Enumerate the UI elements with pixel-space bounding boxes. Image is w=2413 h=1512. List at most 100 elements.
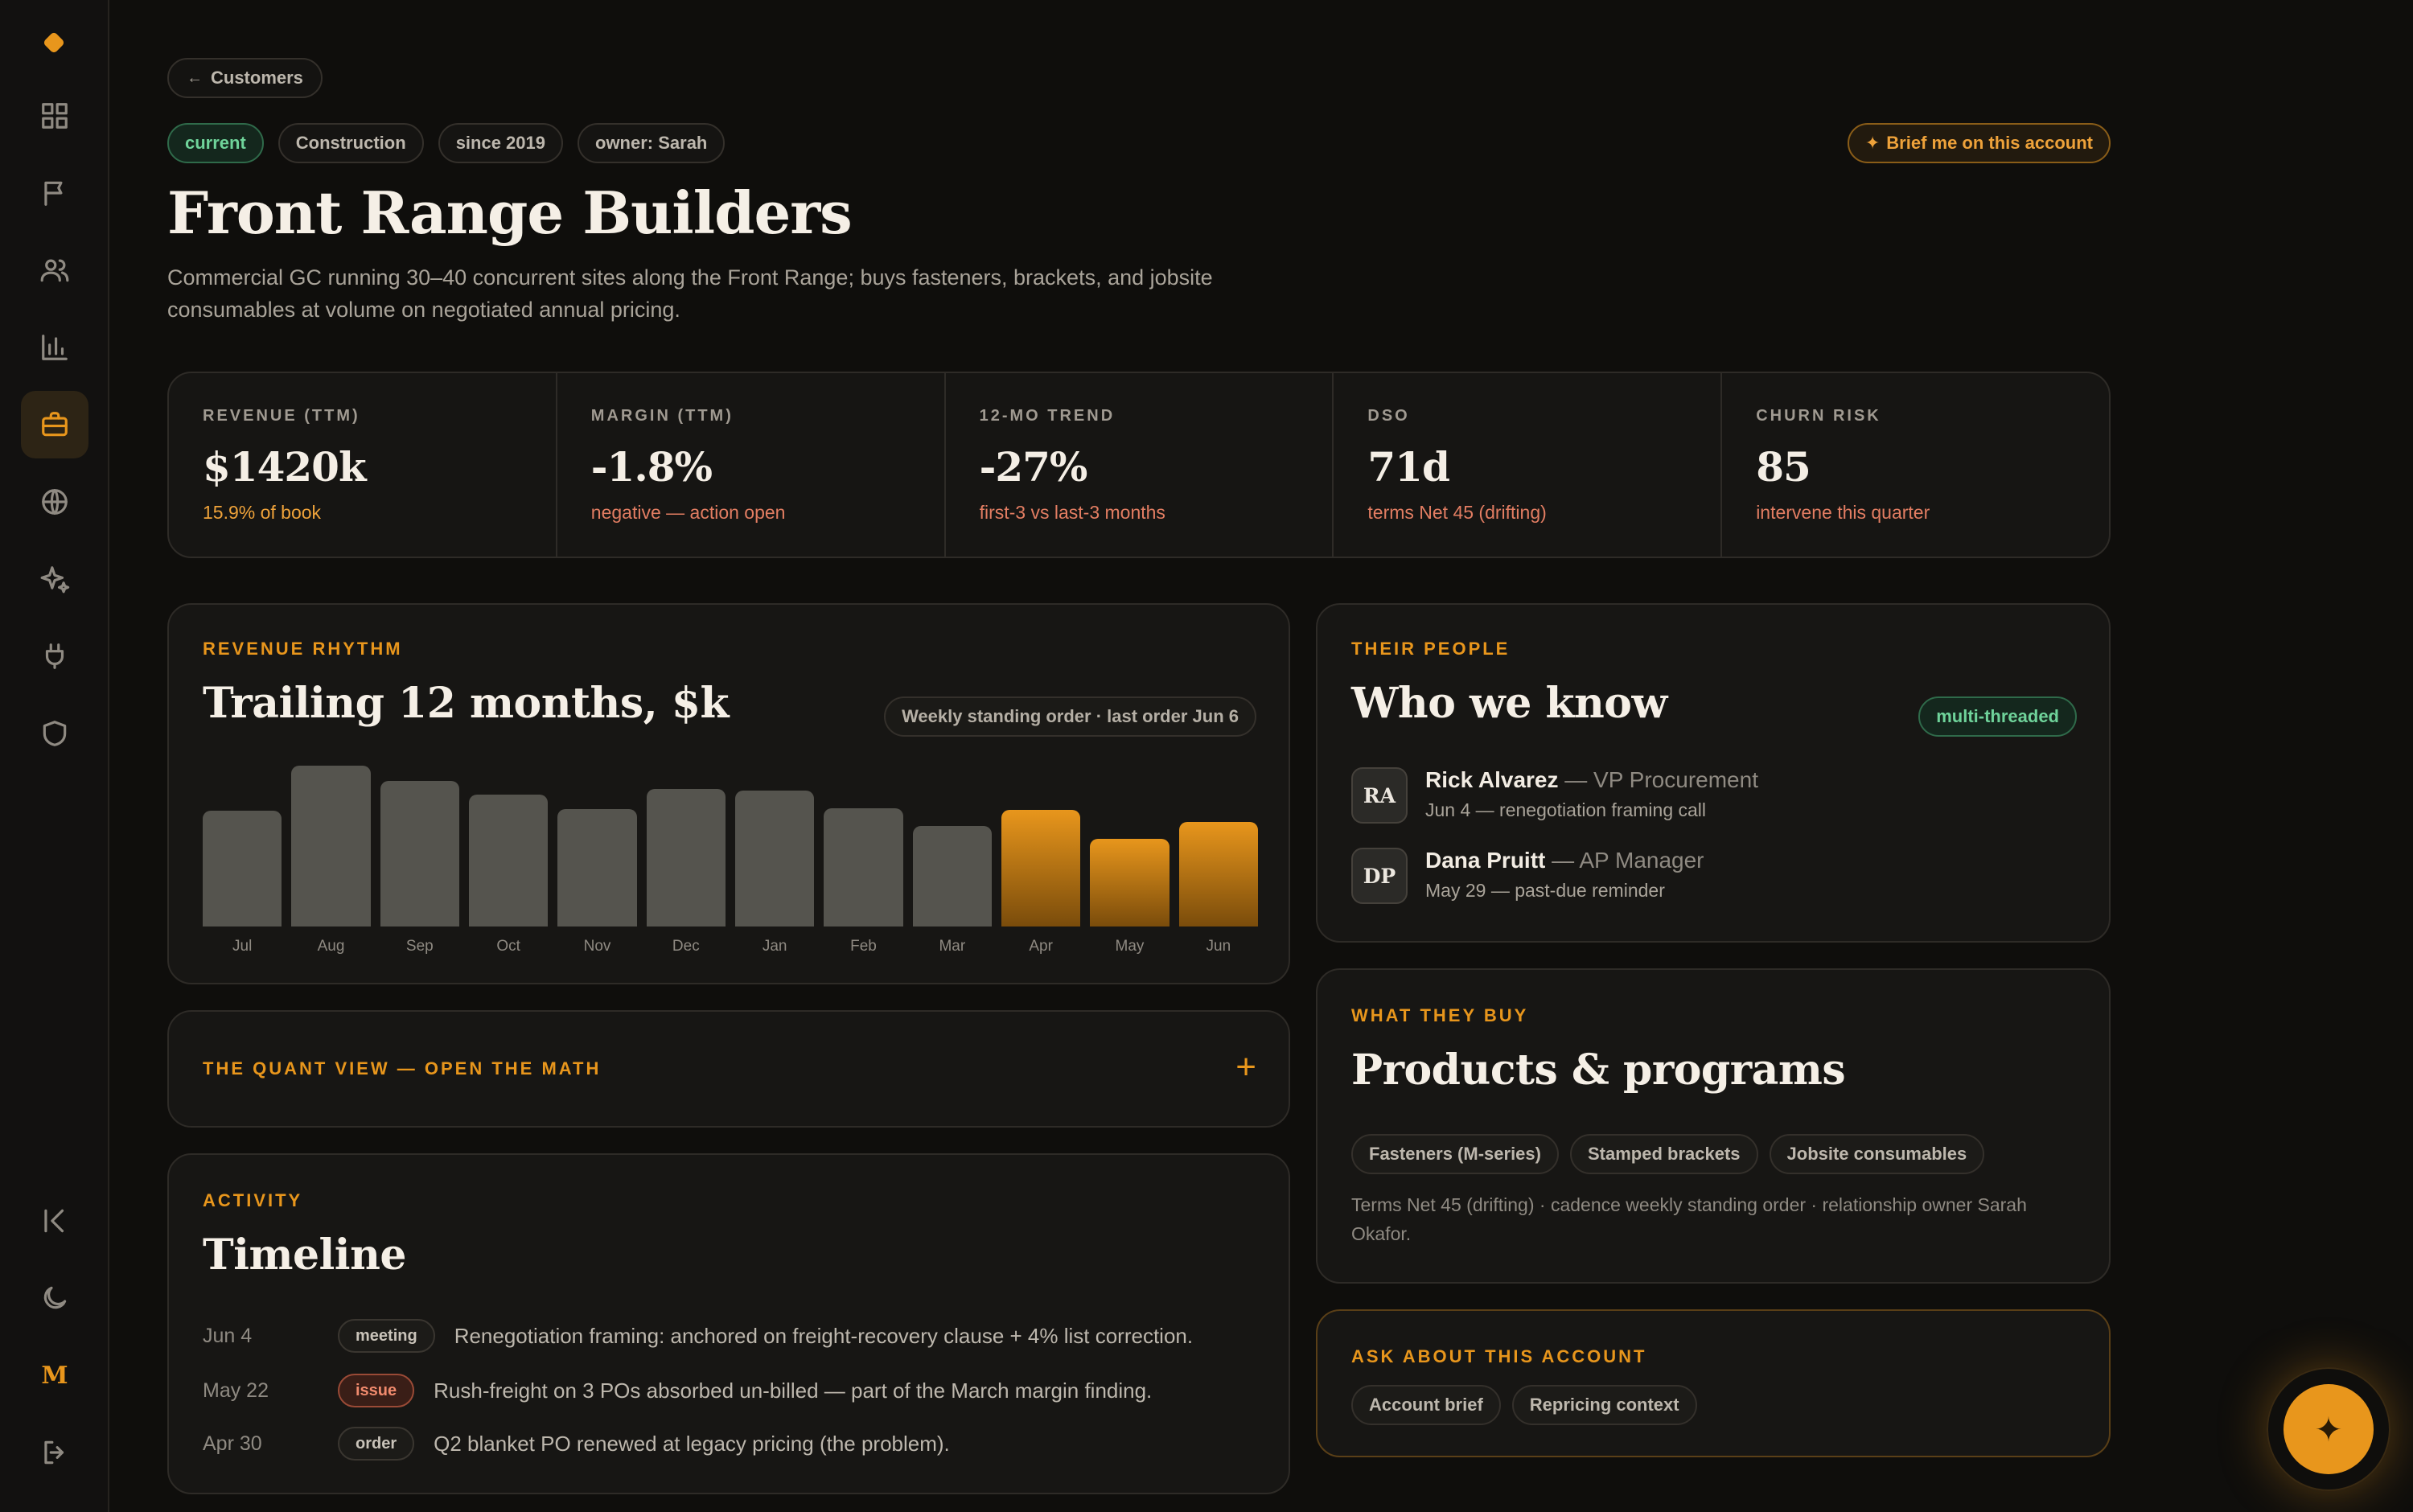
timeline-text: Renegotiation framing: anchored on freig… <box>454 1323 1194 1348</box>
timeline-date: May 22 <box>203 1378 269 1402</box>
arrow-left-icon: ← <box>187 68 203 87</box>
theme-toggle[interactable] <box>21 1264 88 1332</box>
nav-customers[interactable] <box>21 236 88 304</box>
chart-bar-feb <box>824 808 903 927</box>
contact-note: Jun 4 — renegotiation framing call <box>1425 799 1707 820</box>
plus-icon[interactable]: + <box>1235 1047 1256 1087</box>
industry-tag: Construction <box>277 123 424 163</box>
contact-role: — AP Manager <box>1552 848 1704 873</box>
account-description: Commercial GC running 30–40 concurrent s… <box>167 265 1213 322</box>
flag-icon <box>44 181 63 206</box>
breadcrumb-label: Customers <box>211 68 303 88</box>
kpi-note: first-3 vs last-3 months <box>979 502 1165 523</box>
nav-markets[interactable] <box>21 468 88 536</box>
sparkle-icon: ✦ <box>2314 1410 2343 1448</box>
kpi-note: intervene this quarter <box>1756 502 1930 523</box>
chart-bar-aug <box>291 766 371 927</box>
chart-bars <box>203 766 1258 927</box>
chart-bar-apr <box>1001 810 1081 927</box>
timeline-text: Rush-freight on 3 POs absorbed un-billed… <box>434 1378 1153 1403</box>
chart-tick-label: Nov <box>583 938 611 955</box>
kpi-note: 15.9% of book <box>203 502 322 523</box>
ask-chips: Account brief Repricing context <box>1351 1385 1697 1425</box>
timeline-date: Jun 4 <box>203 1324 253 1347</box>
chart-tick-label: Oct <box>496 938 520 955</box>
ask-card: ASK ABOUT THIS ACCOUNT Account brief Rep… <box>1316 1309 2111 1457</box>
grid-icon <box>42 103 68 129</box>
activity-card: ACTIVITY Timeline Jun 4 meeting Renegoti… <box>167 1153 1290 1494</box>
chart-tick-label: Jun <box>1206 938 1231 955</box>
owner-tag: owner: Sarah <box>578 123 726 163</box>
avatar: DP <box>1351 848 1408 904</box>
sparkle-icon: ✦ <box>1864 133 1881 153</box>
chart-bar-may <box>1090 838 1170 927</box>
collapse-sidebar-button[interactable] <box>21 1187 88 1255</box>
ask-eyebrow: ASK ABOUT THIS ACCOUNT <box>1351 1346 1647 1366</box>
standing-order-pill: Weekly standing order · last order Jun 6 <box>884 696 1256 737</box>
products-title: Products & programs <box>1351 1046 1846 1095</box>
avatar: RA <box>1351 767 1408 824</box>
assistant-fab-button[interactable]: ✦ <box>2284 1384 2374 1474</box>
contact-item[interactable]: RA Rick Alvarez — VP Procurement Jun 4 —… <box>1351 767 1758 824</box>
ask-chip-account-brief[interactable]: Account brief <box>1351 1385 1501 1425</box>
since-tag: since 2019 <box>438 123 563 163</box>
bar-chart-icon <box>42 335 68 360</box>
diamond-logo[interactable] <box>40 29 68 56</box>
chart-tick-label: Mar <box>939 938 966 955</box>
people-card: THEIR PEOPLE Who we know multi-threaded … <box>1316 603 2111 943</box>
nav-security[interactable] <box>21 700 88 767</box>
people-eyebrow: THEIR PEOPLE <box>1351 639 1511 659</box>
multi-threaded-badge: multi-threaded <box>1918 696 2077 737</box>
revenue-card: REVENUE RHYTHM Trailing 12 months, $k We… <box>167 603 1290 984</box>
contact-item[interactable]: DP Dana Pruitt — AP Manager May 29 — pas… <box>1351 848 1704 904</box>
kpi-value: -1.8% <box>590 443 713 491</box>
chart-bar-mar <box>912 826 992 927</box>
kpi-value: 71d <box>1367 443 1450 491</box>
chart-bar-jun <box>1178 821 1258 927</box>
contact-name: Rick Alvarez <box>1425 767 1559 792</box>
nav-integrations[interactable] <box>21 622 88 690</box>
ask-chip-repricing-context[interactable]: Repricing context <box>1511 1385 1697 1425</box>
kpi-label: CHURN RISK <box>1756 407 1881 425</box>
product-tag: Stamped brackets <box>1569 1134 1758 1174</box>
brief-me-button[interactable]: ✦ Brief me on this account <box>1847 123 2111 163</box>
contact-name: Dana Pruitt <box>1425 848 1546 873</box>
product-tags: Fasteners (M-series) Stamped brackets Jo… <box>1351 1134 1985 1174</box>
nav-analytics[interactable] <box>21 314 88 381</box>
breadcrumb-back-button[interactable]: ← Customers <box>167 58 323 98</box>
chart-bar-dec <box>646 789 726 927</box>
contact-name-line: Dana Pruitt — AP Manager <box>1425 848 1704 873</box>
users-icon <box>40 259 69 282</box>
kpi-label: DSO <box>1367 407 1410 425</box>
chart-bar-jan <box>735 791 815 927</box>
chart-tick-label: Jan <box>762 938 787 955</box>
nav-ai[interactable] <box>21 545 88 613</box>
timeline-row: Jun 4 meeting Renegotiation framing: anc… <box>203 1316 1193 1356</box>
logout-button[interactable] <box>21 1419 88 1486</box>
kpi-churn-risk: CHURN RISK 85 intervene this quarter <box>1722 373 2109 557</box>
kpi-trend: 12-MO TREND -27% first-3 vs last-3 month… <box>946 373 1334 557</box>
timeline-row: May 22 issue Rush-freight on 3 POs absor… <box>203 1370 1152 1411</box>
sidebar: M <box>0 0 109 1512</box>
activity-eyebrow: ACTIVITY <box>203 1190 303 1210</box>
chart-bar-sep <box>380 780 459 927</box>
kpi-label: REVENUE (TTM) <box>203 407 360 425</box>
chart-tick-label: Aug <box>317 938 345 955</box>
brief-me-label: Brief me on this account <box>1886 133 2093 153</box>
chart-bar-nov <box>557 809 637 927</box>
page-title: Front Range Builders <box>167 179 853 247</box>
nav-dashboard[interactable] <box>21 82 88 150</box>
nav-flags[interactable] <box>21 159 88 227</box>
revenue-title: Trailing 12 months, $k <box>203 679 730 728</box>
chart-tick-label: Feb <box>850 938 877 955</box>
kpi-value: $1420k <box>203 443 367 491</box>
collapse-icon <box>44 1209 64 1233</box>
kpi-revenue: REVENUE (TTM) $1420k 15.9% of book <box>169 373 557 557</box>
nav-accounts[interactable] <box>21 391 88 458</box>
chart-bar-oct <box>469 795 549 927</box>
quant-view-toggle[interactable]: THE QUANT VIEW — OPEN THE MATH + <box>167 1010 1290 1128</box>
shield-icon <box>43 721 67 746</box>
products-card: WHAT THEY BUY Products & programs Fasten… <box>1316 968 2111 1284</box>
logout-icon <box>44 1440 64 1465</box>
user-monogram[interactable]: M <box>41 1361 68 1390</box>
